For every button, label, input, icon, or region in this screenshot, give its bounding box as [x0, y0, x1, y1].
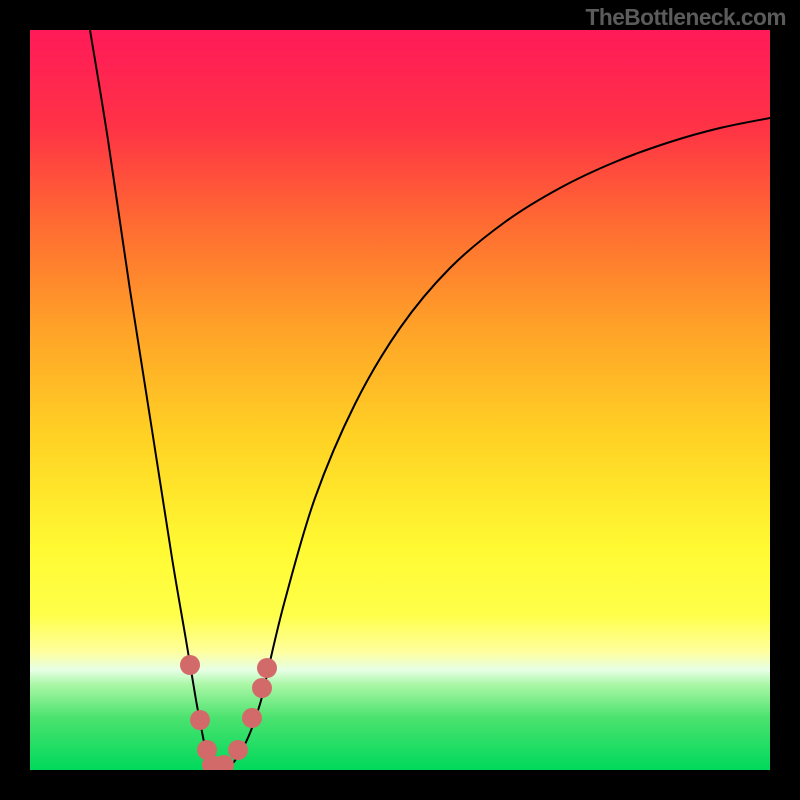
chart-root: TheBottleneck.com	[0, 0, 800, 800]
gradient-background	[30, 30, 770, 770]
attribution-text: TheBottleneck.com	[586, 4, 786, 31]
